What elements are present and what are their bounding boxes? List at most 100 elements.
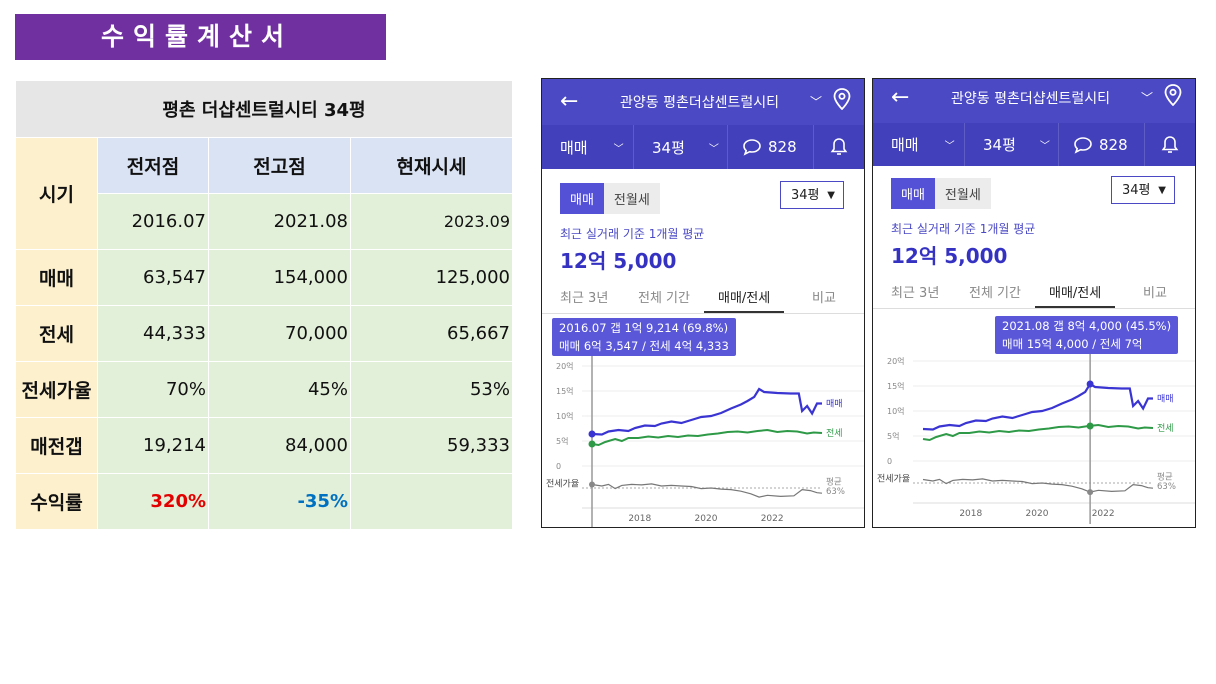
price-subtitle: 최근 실거래 기준 1개월 평균 (891, 222, 1036, 236)
size-filter[interactable]: 34평 ﹀ (965, 122, 1059, 167)
row-label-return: 수익률 (15, 473, 98, 530)
row-label-gap: 매전갭 (15, 417, 98, 474)
ratio-average-value: 63% (826, 487, 845, 497)
tab-sale-jeonse[interactable]: 매매/전세 (1049, 286, 1102, 301)
x-tick-label: 2018 (628, 514, 651, 524)
phone-screenshot-high: ← 관양동 평촌더샵센트럴시티 ﹀ 매매 ﹀ 34평 ﹀ 828 매매 전월세 34… (872, 78, 1196, 528)
table-cell: 45% (208, 361, 351, 418)
tab-sale-jeonse[interactable]: 매매/전세 (718, 291, 771, 306)
jeonse-marker-dot (588, 440, 596, 448)
return-value-low: 320% (97, 473, 209, 530)
x-tick-label: 2022 (1092, 509, 1115, 519)
comments-button[interactable]: 828 (728, 125, 814, 169)
x-tick-label: 2022 (761, 514, 784, 524)
filter-bar: 매매 ﹀ 34평 ﹀ 828 (873, 122, 1195, 167)
toggle-sale[interactable]: 매매 (560, 183, 604, 214)
chart-tooltip: 2021.08 갭 8억 4,000 (45.5%) 매매 15억 4,000 … (995, 316, 1179, 354)
table-cell: 2021.08 (208, 193, 351, 250)
deal-type-filter[interactable]: 매매 ﹀ (542, 125, 634, 169)
y-tick-label: 15억 (556, 386, 574, 396)
size-filter[interactable]: 34평 ﹀ (634, 125, 728, 169)
y-tick-label: 0 (887, 457, 892, 466)
row-label-period: 시기 (15, 137, 98, 250)
ratio-average-label: 평균 (1157, 471, 1173, 482)
x-tick-label: 2018 (959, 509, 982, 519)
tooltip-line-2: 매매 15억 4,000 / 전세 7억 (1002, 337, 1143, 351)
ratio-axis-label: 전세가율 (546, 478, 579, 489)
comment-count: 828 (768, 138, 797, 156)
table-cell: 154,000 (208, 249, 351, 306)
chevron-down-icon[interactable]: ﹀ (1141, 91, 1154, 105)
deal-type-label: 매매 (891, 136, 919, 154)
table-cell: 44,333 (97, 305, 209, 362)
back-arrow-icon[interactable]: ← (891, 85, 910, 110)
ratio-average-value: 63% (1157, 482, 1176, 492)
size-select[interactable]: 34평 ▼ (1111, 176, 1175, 204)
x-tick-label: 2020 (1026, 509, 1049, 519)
tab-recent-3y[interactable]: 최근 3년 (560, 291, 609, 306)
sale-series-label: 매매 (826, 399, 843, 410)
deal-type-label: 매매 (560, 138, 588, 157)
location-pin-icon[interactable] (1164, 84, 1182, 110)
ratio-series-line (922, 478, 1154, 493)
sale-series-line (591, 387, 822, 436)
y-tick-label: 20억 (556, 361, 574, 371)
phone-screenshot-low: ← 관양동 평촌더샵센트럴시티 ﹀ 매매 ﹀ 34평 ﹀ 828 매매 전월세 34… (541, 78, 865, 528)
table-header: 평촌 더샵센트럴시티 34평 (15, 80, 513, 138)
tab-all-period[interactable]: 전체 기간 (969, 286, 1021, 301)
tab-compare[interactable]: 비교 (1143, 286, 1167, 301)
app-header: ← 관양동 평촌더샵센트럴시티 ﹀ 매매 ﹀ 34평 ﹀ 828 (542, 79, 864, 169)
tab-recent-3y[interactable]: 최근 3년 (891, 286, 940, 301)
back-arrow-icon[interactable]: ← (560, 89, 579, 114)
chart-tooltip: 2016.07 갭 1억 9,214 (69.8%) 매매 6억 3,547 /… (552, 318, 736, 356)
deal-type-filter[interactable]: 매매 ﹀ (873, 122, 965, 167)
jeonse-series-line (591, 428, 823, 447)
chart-tabs: 최근 3년 전체 기간 매매/전세 비교 (873, 274, 1195, 309)
ratio-average-label: 평균 (826, 476, 842, 487)
sale-series-line (922, 382, 1153, 431)
y-tick-label: 5억 (887, 431, 899, 441)
jeonse-series-label: 전세 (1157, 423, 1174, 434)
y-tick-label: 10억 (556, 411, 574, 421)
tab-all-period[interactable]: 전체 기간 (638, 291, 690, 306)
jeonse-marker-dot (1086, 422, 1094, 430)
toggle-rent[interactable]: 전월세 (934, 178, 991, 209)
notification-button[interactable] (814, 125, 864, 169)
page-title: 수익률계산서 (15, 14, 386, 60)
size-select[interactable]: 34평 ▼ (780, 181, 844, 209)
sale-marker-dot (588, 430, 596, 438)
size-label: 34평 (652, 138, 685, 157)
ratio-marker-dot (589, 481, 595, 488)
row-label-ratio: 전세가율 (15, 361, 98, 418)
chevron-down-icon: ﹀ (613, 143, 624, 155)
row-label-jeonse: 전세 (15, 305, 98, 362)
table-cell: 70% (97, 361, 209, 418)
comment-icon (743, 139, 761, 156)
comments-button[interactable]: 828 (1059, 122, 1145, 167)
deal-toggle: 매매 전월세 (891, 178, 991, 209)
table-cell: 70,000 (208, 305, 351, 362)
location-pin-icon[interactable] (833, 88, 851, 114)
average-price: 12억 5,000 (560, 249, 677, 273)
chart-tabs: 최근 3년 전체 기간 매매/전세 비교 (542, 279, 864, 314)
size-label: 34평 (983, 136, 1016, 154)
average-price: 12억 5,000 (891, 244, 1008, 268)
return-value-high: -35% (208, 473, 351, 530)
jeonse-series-label: 전세 (826, 428, 843, 439)
tab-compare[interactable]: 비교 (812, 291, 836, 306)
table-cell: 53% (350, 361, 513, 418)
chevron-down-icon[interactable]: ﹀ (810, 95, 823, 109)
col-header-low: 전저점 (97, 137, 209, 194)
toggle-rent[interactable]: 전월세 (603, 183, 660, 214)
x-tick-label: 2020 (695, 514, 718, 524)
table-cell: 59,333 (350, 417, 513, 474)
caret-down-icon: ▼ (827, 190, 835, 201)
caret-down-icon: ▼ (1158, 185, 1166, 196)
notification-button[interactable] (1145, 123, 1195, 167)
toggle-sale[interactable]: 매매 (891, 178, 935, 209)
filter-bar: 매매 ﹀ 34평 ﹀ 828 (542, 125, 864, 169)
complex-title: 관양동 평촌더샵센트럴시티 (620, 95, 780, 111)
bell-icon (830, 138, 848, 155)
